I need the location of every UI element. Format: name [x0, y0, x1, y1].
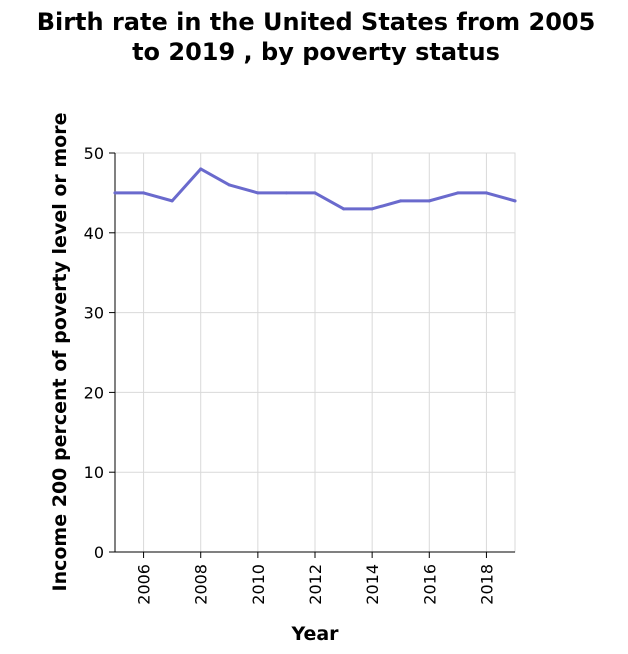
x-tick-label: 2010	[249, 564, 268, 605]
chart-title-line-2: to 2019 , by poverty status	[132, 38, 500, 66]
data-point	[256, 191, 260, 195]
chart-title-line-1: Birth rate in the United States from 200…	[37, 8, 596, 36]
x-tick-label: 2008	[192, 564, 211, 605]
data-point	[313, 191, 317, 195]
y-tick-label: 20	[84, 383, 104, 402]
series-layer	[113, 167, 517, 211]
data-point	[513, 199, 517, 203]
y-tick-label: 40	[84, 224, 104, 243]
x-tick-label: 2012	[306, 564, 325, 605]
data-point	[227, 183, 231, 187]
data-point	[142, 191, 146, 195]
y-axis-title: Income 200 percent of poverty level or m…	[49, 113, 71, 592]
x-axis-title: Year	[290, 623, 339, 645]
data-point	[427, 199, 431, 203]
y-tick-label: 30	[84, 304, 104, 323]
data-point	[113, 191, 117, 195]
data-point	[456, 191, 460, 195]
x-tick-label: 2006	[135, 564, 154, 605]
data-point	[284, 191, 288, 195]
data-point	[484, 191, 488, 195]
data-point	[399, 199, 403, 203]
y-tick-label: 0	[94, 543, 104, 562]
tick-labels: 0 10 20 30 40 50 2006 2008 2010 2012 2014 2016 2018	[84, 144, 497, 605]
data-point	[370, 207, 374, 211]
data-point	[342, 207, 346, 211]
x-tick-label: 2014	[363, 564, 382, 605]
y-tick-label: 50	[84, 144, 104, 163]
axes	[109, 152, 515, 558]
data-point	[170, 199, 174, 203]
y-tick-label: 10	[84, 463, 104, 482]
x-tick-label: 2016	[420, 564, 439, 605]
data-point	[199, 167, 203, 171]
gridlines	[115, 152, 515, 553]
x-tick-label: 2018	[477, 564, 496, 605]
